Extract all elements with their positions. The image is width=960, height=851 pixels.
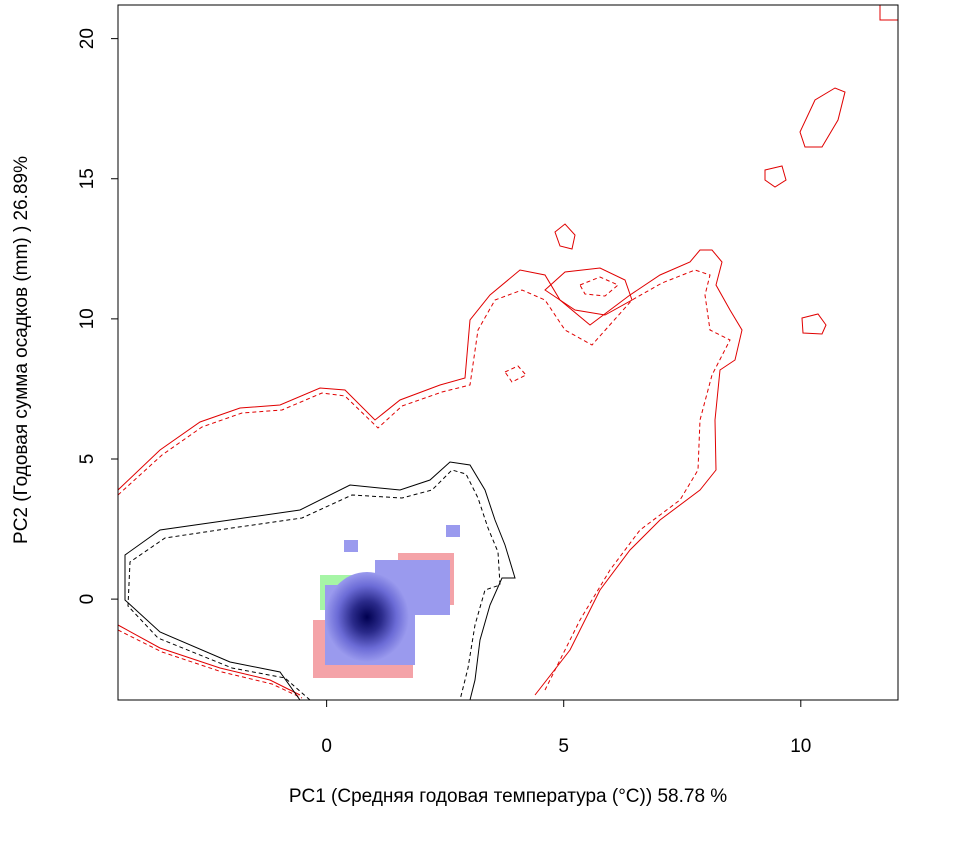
x-tick-label: 10 [790,736,811,757]
pixel-blue [446,525,460,537]
y-tick-label: 15 [77,168,98,189]
y-axis-label: PC2 (Годовая сумма осадков (mm) ) 26.89% [11,156,32,544]
y-tick-label: 10 [77,308,98,329]
x-tick-label: 0 [321,736,332,757]
x-axis-label: PC1 (Средняя годовая температура (°C)) 5… [289,786,727,807]
y-tick-label: 0 [77,594,98,605]
contour [764,165,787,188]
contour [799,87,846,148]
contour [118,624,301,696]
density-layer [118,5,898,700]
contour [554,223,576,250]
pixel-blue [344,540,358,552]
contour [118,249,743,696]
y-tick-label: 5 [77,454,98,465]
pixel-core [325,572,409,662]
contour [504,365,527,383]
x-tick-label: 5 [558,736,569,757]
contour [118,629,303,699]
contour [118,269,731,691]
contour [801,313,827,335]
plot-frame [117,4,899,701]
contour [127,469,501,700]
contour [879,5,898,21]
contour [579,276,619,297]
contour [124,461,516,700]
contour [544,267,633,316]
y-tick-label: 20 [77,28,98,49]
